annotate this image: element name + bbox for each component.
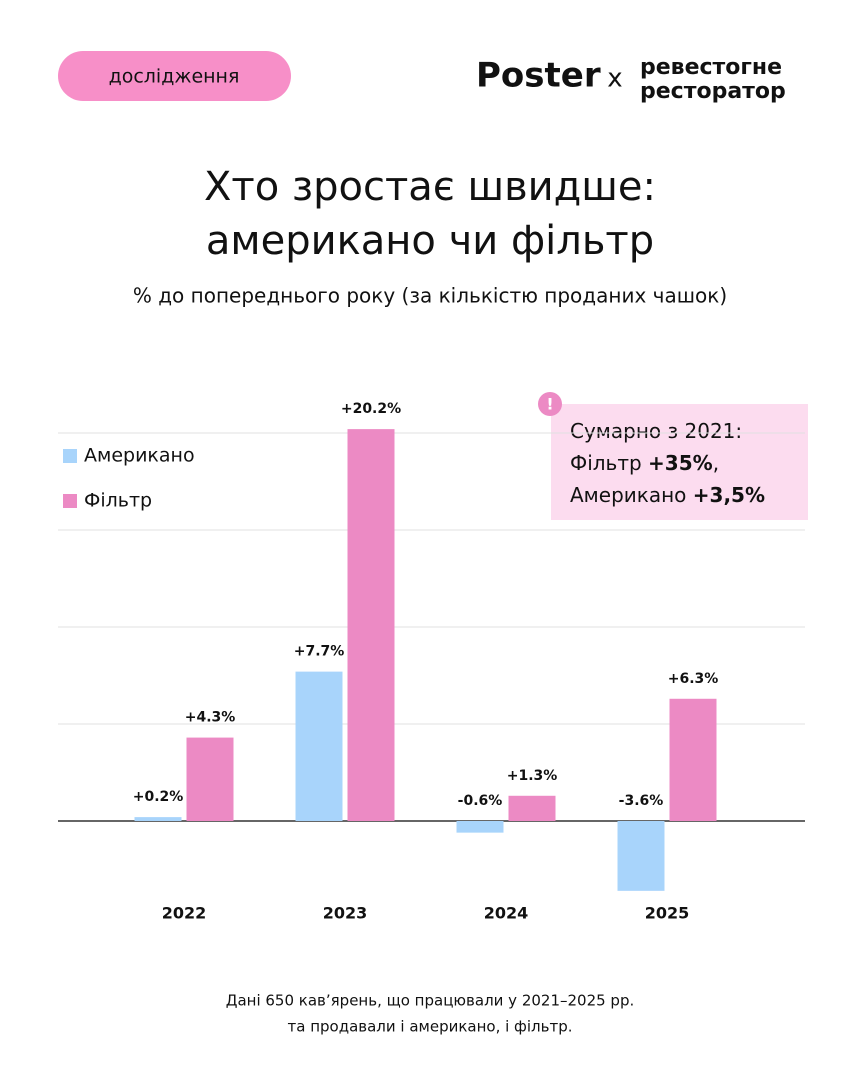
footer: Дані 650 кав’ярень, що працювали у 2021–… [226, 992, 635, 1010]
bar [617, 821, 665, 891]
bar [669, 698, 717, 821]
x-tick-label: 2023 [323, 904, 368, 923]
bar [186, 737, 234, 821]
value-label: +0.2% [133, 789, 184, 805]
callout: Сумарно з 2021: Фільтр +35%, Американо +3,… [570, 419, 765, 507]
bar [134, 817, 182, 821]
callout-icon-bg [538, 392, 562, 416]
callout-text: +3,5% [693, 483, 765, 507]
subtitle: % до попереднього року (за кількістю про… [133, 284, 727, 308]
value-label: +6.3% [668, 671, 719, 687]
legend-swatch [63, 494, 77, 508]
callout-text: Американо [570, 483, 693, 507]
badge: дослідження [109, 66, 240, 88]
bar [456, 821, 504, 833]
bar [508, 795, 556, 821]
value-label: +20.2% [341, 401, 401, 417]
logo-poster: Poster [476, 56, 601, 96]
footer: та продавали і американо, і фільтр. [288, 1018, 573, 1036]
callout-text: , [713, 451, 719, 475]
logo-right: ревестогне [640, 55, 782, 80]
legend-label: Фільтр [84, 490, 152, 512]
callout-text: Сумарно з 2021: [570, 419, 742, 443]
badge-bg [58, 51, 291, 101]
callout-text: Фільтр [570, 451, 648, 475]
callout-bg [551, 404, 808, 520]
bar [295, 671, 343, 821]
value-label: +7.7% [294, 644, 345, 660]
legend-label: Американо [84, 445, 195, 467]
value-label: -0.6% [458, 793, 503, 809]
x-tick-label: 2022 [162, 904, 207, 923]
callout-text: +35% [648, 451, 713, 475]
value-label: +1.3% [507, 768, 558, 784]
logo-right: ресторатор [640, 79, 786, 104]
callout-line: Американо +3,5% [570, 483, 765, 507]
callout-line: Сумарно з 2021: [570, 419, 742, 443]
legend-swatch [63, 449, 77, 463]
logo-sep: x [607, 64, 622, 94]
value-label: +4.3% [185, 710, 236, 726]
x-tick-label: 2025 [645, 904, 690, 923]
bar [347, 429, 395, 821]
callout-line: Фільтр +35%, [570, 451, 719, 475]
chart-title: Хто зростає швидше: американо чи фільтр [203, 164, 656, 264]
x-tick-label: 2024 [484, 904, 529, 923]
value-label: -3.6% [619, 793, 664, 809]
callout-icon: ! [546, 395, 553, 414]
